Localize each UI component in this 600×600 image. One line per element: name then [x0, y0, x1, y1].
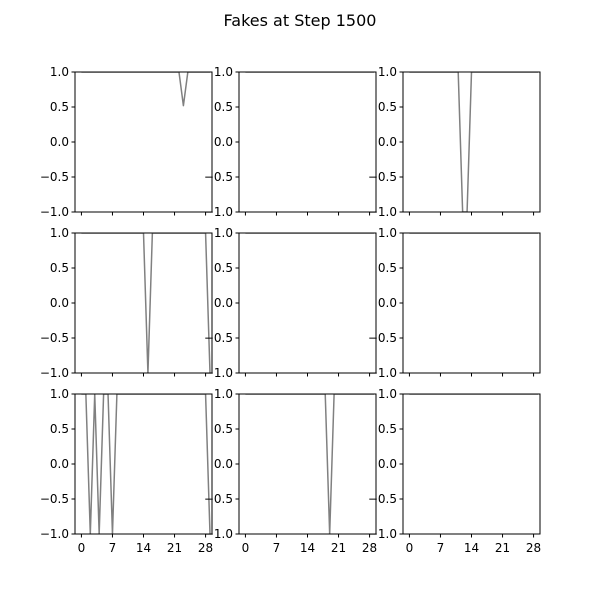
y-tick-label: −1.0 [204, 527, 233, 541]
y-tick-label: −1.0 [368, 205, 397, 219]
y-tick-label: 1.0 [214, 226, 233, 240]
y-tick-label: −1.0 [40, 366, 69, 380]
y-tick-label: 0.5 [50, 100, 69, 114]
y-tick-label: 0.5 [50, 261, 69, 275]
y-tick-label: −1.0 [40, 527, 69, 541]
axes-background [239, 72, 376, 212]
x-tick-label: 28 [198, 541, 213, 555]
x-tick-label: 21 [495, 541, 510, 555]
y-tick-label: −0.5 [204, 331, 233, 345]
y-tick-label: 1.0 [214, 65, 233, 79]
figure-title: Fakes at Step 1500 [224, 11, 377, 30]
x-tick-label: 7 [273, 541, 281, 555]
x-tick-label: 14 [300, 541, 315, 555]
subplot-2-0: −1.0 −0.5 0.0 0.5 1.0 0 7 14 21 28 [40, 387, 213, 555]
y-tick-label: 0.0 [214, 457, 233, 471]
subplot-1-0: −1.0 −0.5 0.0 0.5 1.0 [40, 226, 213, 380]
x-tick-label: 7 [109, 541, 117, 555]
subplot-0-1: −1.0 −0.5 0.0 0.5 1.0 [204, 65, 377, 219]
y-tick-label: −0.5 [40, 170, 69, 184]
x-tick-label: 0 [242, 541, 250, 555]
y-tick-label: 1.0 [50, 387, 69, 401]
y-tick-label: 0.5 [214, 100, 233, 114]
x-tick-label: 0 [78, 541, 86, 555]
axes-background [239, 394, 376, 534]
y-tick-label: 1.0 [50, 65, 69, 79]
y-tick-label: 1.0 [378, 387, 397, 401]
y-tick-label: 0.5 [50, 422, 69, 436]
x-tick-label: 28 [526, 541, 541, 555]
axes-background [75, 72, 212, 212]
y-tick-label: 0.0 [50, 135, 69, 149]
subplot-2-2: −1.0 −0.5 0.0 0.5 1.0 0 7 14 21 28 [368, 387, 541, 555]
y-tick-label: −0.5 [204, 170, 233, 184]
y-tick-label: 0.0 [214, 135, 233, 149]
y-tick-label: −0.5 [368, 492, 397, 506]
subplot-2-1: −1.0 −0.5 0.0 0.5 1.0 0 7 14 21 28 [204, 387, 377, 555]
x-tick-label: 14 [464, 541, 479, 555]
y-tick-label: 0.0 [378, 457, 397, 471]
y-tick-label: −0.5 [204, 492, 233, 506]
y-tick-label: 1.0 [378, 226, 397, 240]
y-tick-label: 0.5 [378, 261, 397, 275]
y-tick-label: 0.0 [378, 296, 397, 310]
y-tick-label: 0.0 [378, 135, 397, 149]
x-tick-label: 7 [437, 541, 445, 555]
y-tick-label: −0.5 [368, 170, 397, 184]
y-tick-label: 0.0 [214, 296, 233, 310]
y-tick-label: −1.0 [204, 205, 233, 219]
y-tick-label: 1.0 [50, 226, 69, 240]
y-tick-label: 0.5 [378, 422, 397, 436]
axes-background [239, 233, 376, 373]
axes-background [403, 233, 540, 373]
subplot-grid: −1.0 −0.5 0.0 0.5 1.0 −1.0 −0.5 0.0 0.5 1.0 −1.0 −0… [40, 65, 541, 555]
subplot-0-2: −1.0 −0.5 0.0 0.5 1.0 [368, 65, 541, 219]
y-tick-label: 1.0 [214, 387, 233, 401]
x-tick-label: 14 [136, 541, 151, 555]
subplot-1-1: −1.0 −0.5 0.0 0.5 1.0 [204, 226, 377, 380]
y-tick-label: 0.0 [50, 457, 69, 471]
y-tick-label: 1.0 [378, 65, 397, 79]
y-tick-label: −1.0 [40, 205, 69, 219]
y-tick-label: −1.0 [204, 366, 233, 380]
y-tick-label: 0.5 [214, 261, 233, 275]
y-tick-label: 0.5 [378, 100, 397, 114]
y-tick-label: −0.5 [40, 492, 69, 506]
x-tick-label: 28 [362, 541, 377, 555]
y-tick-label: −1.0 [368, 366, 397, 380]
axes-background [403, 394, 540, 534]
x-tick-label: 0 [406, 541, 414, 555]
y-tick-label: −1.0 [368, 527, 397, 541]
x-tick-label: 21 [167, 541, 182, 555]
x-tick-label: 21 [331, 541, 346, 555]
subplot-0-0: −1.0 −0.5 0.0 0.5 1.0 [40, 65, 213, 219]
subplot-1-2: −1.0 −0.5 0.0 0.5 1.0 [368, 226, 541, 380]
series-line [81, 233, 211, 373]
series-line [81, 394, 211, 534]
y-tick-label: −0.5 [40, 331, 69, 345]
y-tick-label: 0.0 [50, 296, 69, 310]
y-tick-label: 0.5 [214, 422, 233, 436]
y-tick-label: −0.5 [368, 331, 397, 345]
